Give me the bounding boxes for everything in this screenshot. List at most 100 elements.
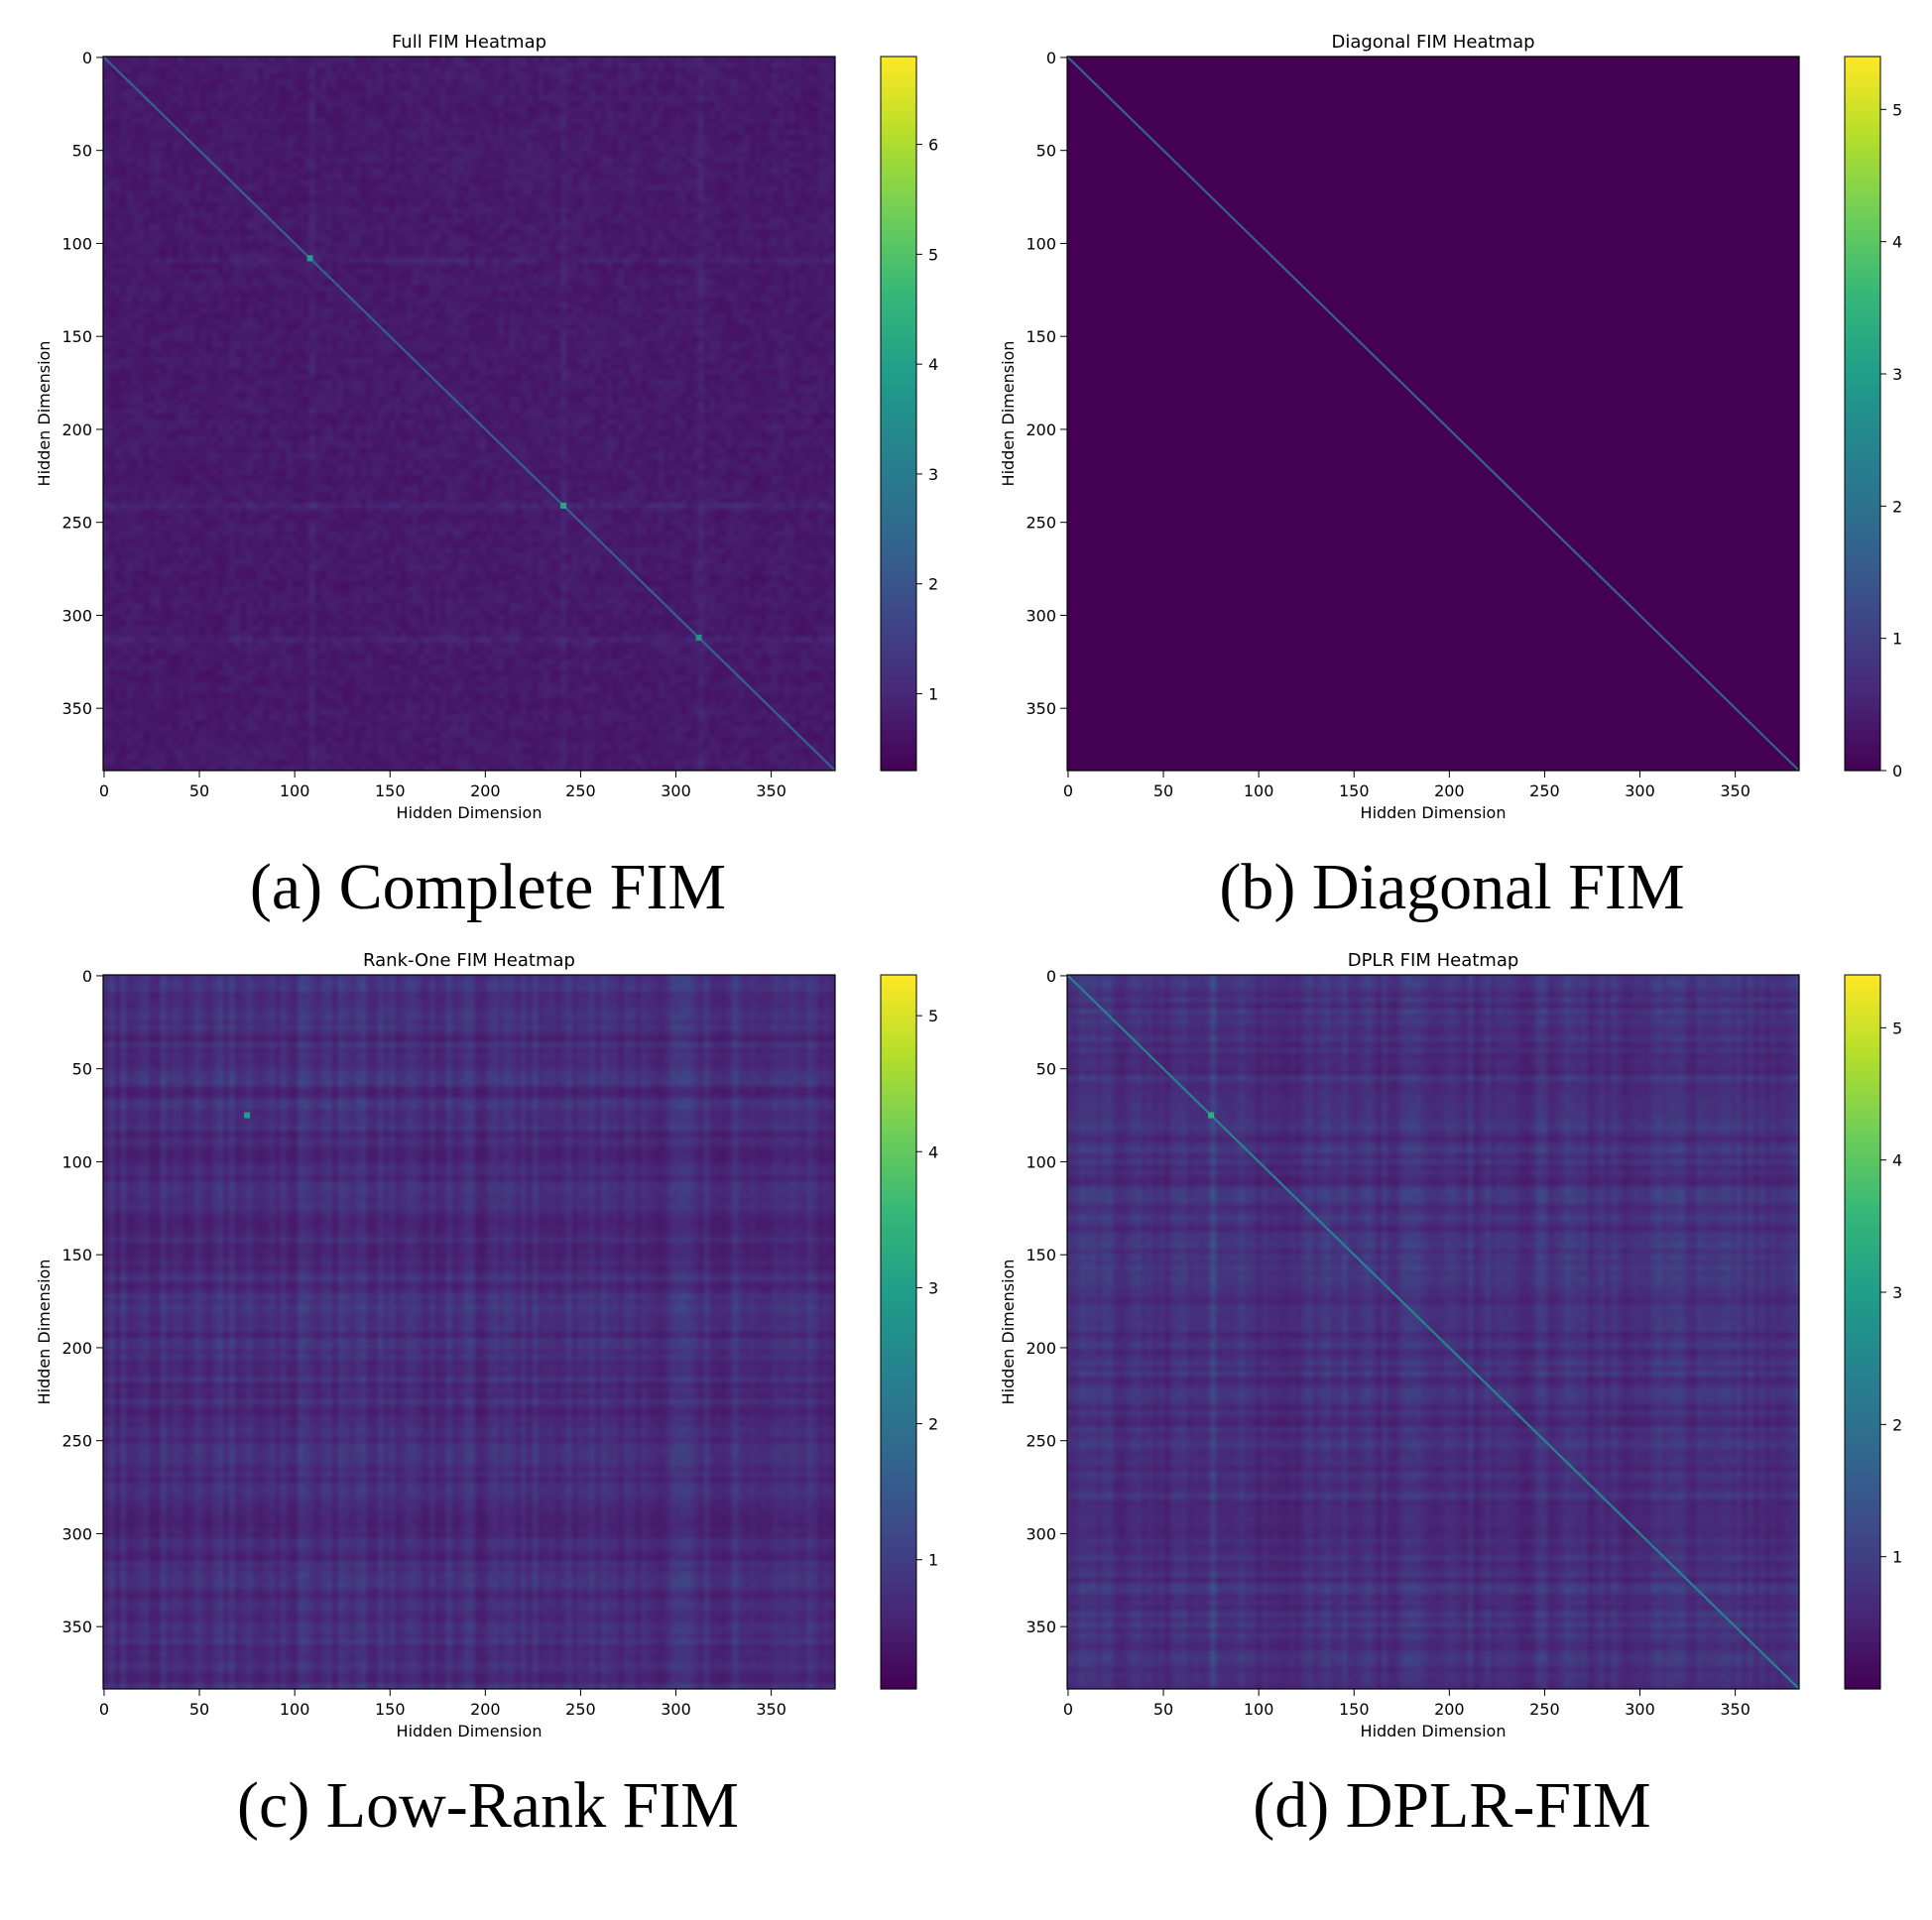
colorbar-segment <box>1845 140 1880 147</box>
y-tick-label: 50 <box>1036 142 1056 161</box>
colorbar-segment <box>881 217 916 224</box>
x-tick-label: 250 <box>1529 781 1560 800</box>
colorbar-segment <box>1845 330 1880 337</box>
colorbar-segment <box>1845 616 1880 623</box>
colorbar-segment <box>1845 128 1880 135</box>
colorbar-segment <box>1845 533 1880 540</box>
colorbar-segment <box>881 1177 916 1184</box>
colorbar-segment <box>881 187 916 194</box>
colorbar-segment <box>1845 277 1880 284</box>
colorbar-segment <box>1845 390 1880 397</box>
colorbar-segment <box>1845 1130 1880 1137</box>
x-tick-label: 0 <box>1063 1700 1073 1719</box>
colorbar-segment <box>1845 187 1880 194</box>
colorbar-segment <box>1845 1112 1880 1119</box>
colorbar-segment <box>1845 598 1880 605</box>
colorbar-segment <box>1845 1040 1880 1047</box>
colorbar-segment <box>1845 455 1880 462</box>
colorbar-segment <box>881 527 916 534</box>
colorbar-segment <box>881 1106 916 1113</box>
colorbar-segment <box>881 1594 916 1601</box>
y-axis-label: Hidden Dimension <box>999 1260 1018 1405</box>
colorbar-segment <box>881 628 916 635</box>
x-tick-label: 250 <box>1529 1700 1560 1719</box>
colorbar-segment <box>1845 437 1880 444</box>
colorbar-segment <box>1845 1641 1880 1648</box>
colorbar-segment <box>881 544 916 551</box>
colorbar-segment <box>1845 539 1880 545</box>
colorbar-segment <box>881 1130 916 1137</box>
colorbar-segment <box>1845 152 1880 159</box>
y-tick-label: 300 <box>61 606 92 625</box>
colorbar-segment <box>1845 993 1880 1000</box>
colorbar-segment <box>881 1391 916 1398</box>
colorbar-segment <box>1845 1100 1880 1107</box>
colorbar-segment <box>881 1677 916 1684</box>
colorbar-segment <box>1845 1618 1880 1624</box>
colorbar-segment <box>1845 1403 1880 1410</box>
colorbar-segment <box>1845 396 1880 403</box>
colorbar-segment <box>881 80 916 87</box>
y-axis-label: Hidden Dimension <box>35 1260 54 1405</box>
colorbar-segment <box>881 610 916 617</box>
caption-b: (b) Diagonal FIM <box>1219 851 1685 923</box>
colorbar-segment <box>881 1136 916 1142</box>
x-tick-label: 150 <box>375 781 406 800</box>
colorbar-segment <box>881 1183 916 1190</box>
colorbar-segment <box>881 461 916 468</box>
x-tick-label: 50 <box>189 1700 209 1719</box>
colorbar-segment <box>881 467 916 474</box>
colorbar-segment <box>1845 753 1880 760</box>
colorbar-segment <box>881 1641 916 1648</box>
x-tick-label: 100 <box>280 1700 310 1719</box>
colorbar-segment <box>1845 646 1880 653</box>
colorbar: 1 2 3 4 5 <box>1844 974 1902 1690</box>
colorbar-segment <box>881 1445 916 1452</box>
y-tick-label: 250 <box>1026 514 1056 533</box>
colorbar-segment <box>881 592 916 599</box>
colorbar-segment <box>881 1290 916 1297</box>
colorbar-segment <box>881 1153 916 1160</box>
chart-title: Diagonal FIM Heatmap <box>1331 32 1534 53</box>
colorbar-segment <box>1845 348 1880 355</box>
colorbar-segment <box>881 1564 916 1571</box>
colorbar-segment <box>881 1278 916 1285</box>
colorbar-segment <box>1845 1147 1880 1154</box>
colorbar-segment <box>881 759 916 766</box>
colorbar-segment <box>881 1338 916 1345</box>
colorbar-segment <box>881 1653 916 1660</box>
colorbar-segment <box>881 1171 916 1178</box>
colorbar-tick-label: 3 <box>928 465 938 484</box>
colorbar-segment <box>881 1326 916 1333</box>
colorbar-segment <box>1845 354 1880 361</box>
x-tick-label: 300 <box>1625 781 1655 800</box>
colorbar-segment <box>881 1671 916 1678</box>
colorbar-tick-label: 5 <box>928 245 938 264</box>
colorbar-segment <box>881 1606 916 1613</box>
colorbar-segment <box>881 68 916 75</box>
colorbar-segment <box>881 1034 916 1041</box>
x-tick-label: 0 <box>99 781 109 800</box>
colorbar-segment <box>881 479 916 486</box>
colorbar-segment <box>881 711 916 718</box>
colorbar-segment <box>881 1451 916 1458</box>
colorbar-segment <box>1845 1659 1880 1666</box>
colorbar-segment <box>1845 652 1880 659</box>
colorbar-segment <box>881 993 916 1000</box>
colorbar-segment <box>1845 1177 1880 1184</box>
colorbar-segment <box>881 1380 916 1386</box>
colorbar-segment <box>881 981 916 988</box>
colorbar-segment <box>1845 604 1880 611</box>
colorbar-segment <box>881 295 916 301</box>
colorbar-segment <box>881 598 916 605</box>
colorbar-segment <box>1845 1415 1880 1422</box>
colorbar-segment <box>1845 1314 1880 1321</box>
colorbar-segment <box>881 533 916 540</box>
colorbar-segment <box>1845 193 1880 200</box>
colorbar-segment <box>1845 86 1880 93</box>
colorbar-segment <box>1845 1665 1880 1672</box>
colorbar-segment <box>881 497 916 504</box>
colorbar-segment <box>1845 1629 1880 1636</box>
colorbar-segment <box>1845 57 1880 63</box>
